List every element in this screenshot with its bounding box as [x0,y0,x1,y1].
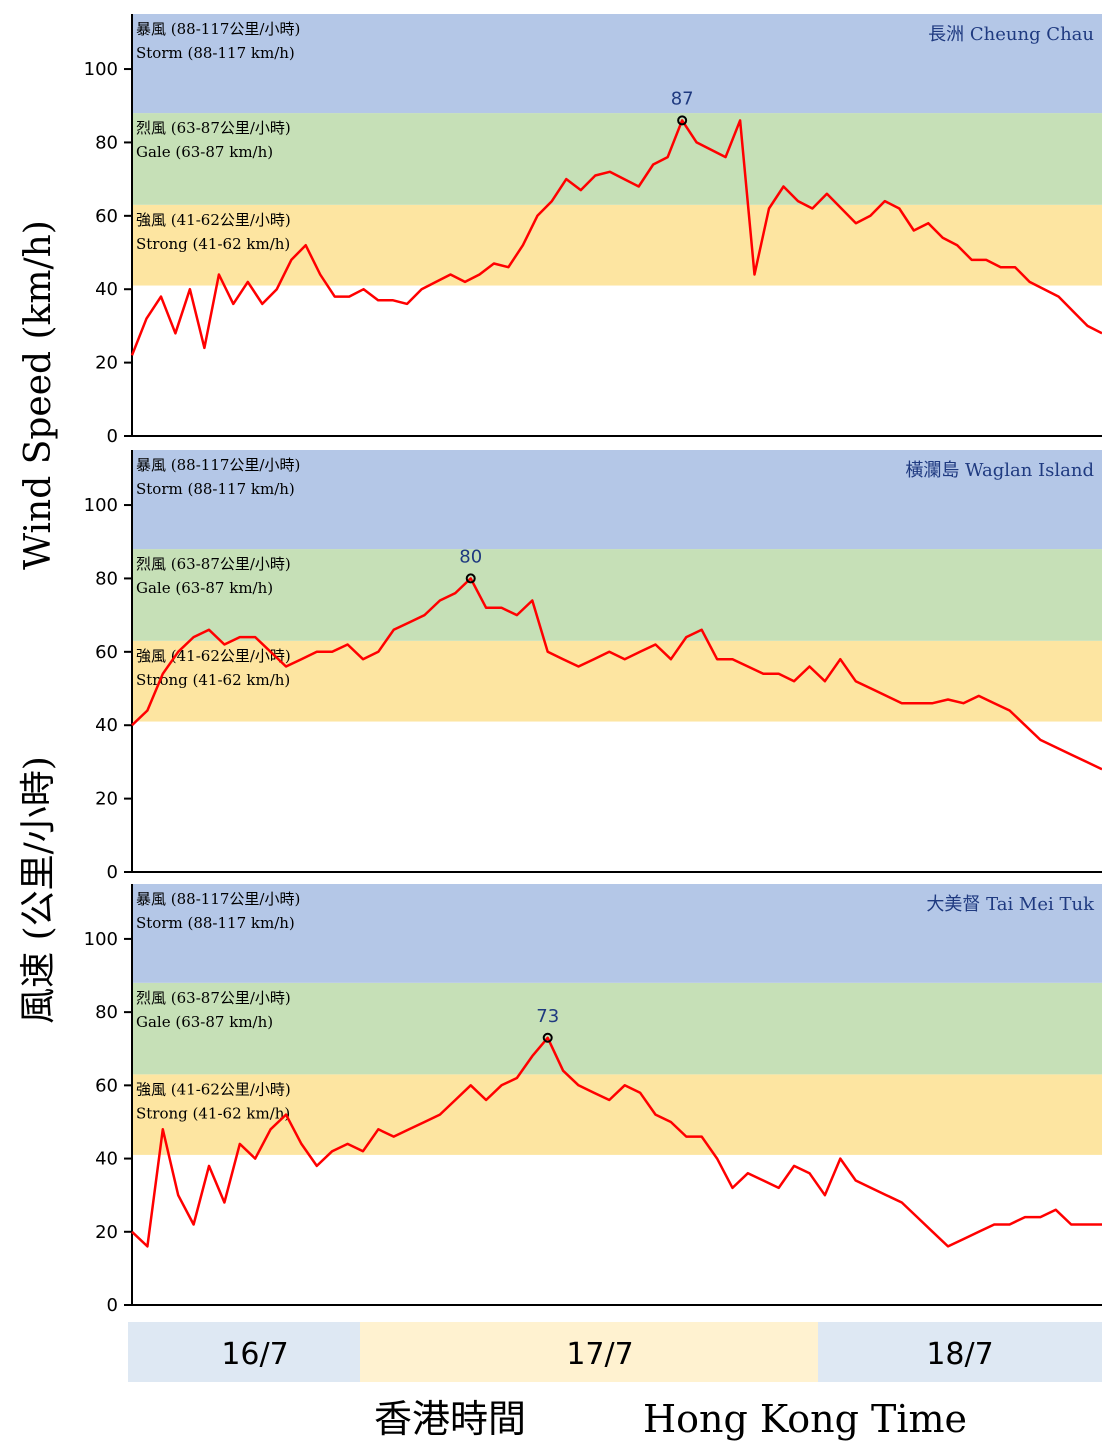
y-tick-label: 20 [95,789,118,810]
peak-marker-tai-mei-tuk [542,1032,553,1043]
band-storm [132,450,1102,550]
y-tick-label: 20 [95,1222,118,1243]
y-tick-label: 0 [107,862,118,883]
band-label-zh-strong: 強風 (41-62公里/小時) [136,647,291,665]
y-tick-label: 0 [107,1295,118,1316]
band-label-zh-gale: 烈風 (63-87公里/小時) [136,555,291,573]
y-tick-label: 80 [95,568,118,589]
station-title-cheung-chau: 長洲 Cheung Chau [928,24,1094,45]
date-bar: 16/7 17/7 18/7 [128,1322,1102,1382]
band-label-zh-strong: 強風 (41-62公里/小時) [136,211,291,229]
peak-marker-waglan-island [465,573,476,584]
band-label-zh-gale: 烈風 (63-87公里/小時) [136,119,291,137]
band-label-en-strong: Strong (41-62 km/h) [136,671,290,689]
band-gale [132,113,1102,205]
wind-line-waglan-island [131,577,1102,771]
y-tick-label: 100 [84,59,118,80]
station-title-waglan-island: 橫瀾島 Waglan Island [905,460,1094,481]
band-gale [132,549,1102,641]
panel-waglan-island: 強風 (41-62公里/小時) Strong (41-62 km/h) 烈風 (63… [84,450,1102,883]
peak-label-tai-mei-tuk: 73 [536,1006,559,1027]
y-tick-label: 60 [95,642,118,663]
band-label-en-gale: Gale (63-87 km/h) [136,1013,273,1031]
panel-tai-mei-tuk: 強風 (41-62公里/小時) Strong (41-62 km/h) 烈風 (63… [84,884,1102,1316]
y-tick-label: 80 [95,1002,118,1023]
wind-line-tai-mei-tuk [131,1036,1102,1248]
band-storm [132,884,1102,983]
y-tick-label: 40 [95,1149,118,1170]
peak-label-waglan-island: 80 [459,546,482,567]
y-tick-label: 100 [84,929,118,950]
band-label-en-gale: Gale (63-87 km/h) [136,579,273,597]
band-label-zh-storm: 暴風 (88-117公里/小時) [136,890,300,908]
date-label-17-7: 17/7 [566,1337,633,1372]
band-label-zh-storm: 暴風 (88-117公里/小時) [136,456,300,474]
y-tick-label: 20 [95,353,118,374]
y-axis-title-english: Wind Speed (km/h) [18,220,59,570]
band-label-en-gale: Gale (63-87 km/h) [136,143,273,161]
peak-label-cheung-chau: 87 [671,88,694,109]
y-tick-label: 60 [95,206,118,227]
band-label-zh-strong: 強風 (41-62公里/小時) [136,1080,291,1098]
band-label-en-storm: Storm (88-117 km/h) [136,480,295,498]
date-cell-17-7 [360,1322,818,1382]
band-storm [132,14,1102,114]
y-tick-label: 0 [107,426,118,447]
y-tick-label: 40 [95,715,118,736]
x-axis-title-english: Hong Kong Time [643,1397,967,1441]
band-label-zh-gale: 烈風 (63-87公里/小時) [136,989,291,1007]
x-axis-title-chinese: 香港時間 [374,1397,526,1441]
band-strong [132,204,1102,286]
date-label-18-7: 18/7 [926,1337,993,1372]
date-cell-18-7 [818,1322,1102,1382]
station-title-tai-mei-tuk: 大美督 Tai Mei Tuk [926,894,1095,915]
band-label-en-storm: Storm (88-117 km/h) [136,914,295,932]
band-label-en-storm: Storm (88-117 km/h) [136,44,295,62]
y-tick-label: 40 [95,279,118,300]
band-gale [132,982,1102,1075]
y-tick-label: 80 [95,132,118,153]
date-cell-16-7 [128,1322,360,1382]
band-label-en-strong: Strong (41-62 km/h) [136,235,290,253]
peak-marker-cheung-chau [677,115,688,126]
band-strong [132,1074,1102,1155]
date-label-16-7: 16/7 [221,1337,288,1372]
band-label-en-strong: Strong (41-62 km/h) [136,1104,290,1122]
band-label-zh-storm: 暴風 (88-117公里/小時) [136,20,300,38]
wind-line-cheung-chau [130,119,1102,356]
y-tick-label: 100 [84,495,118,516]
panel-cheung-chau: 強風 (41-62公里/小時) Strong (41-62 km/h) 烈風 (63… [84,14,1102,447]
y-axis-title-chinese: 風速 (公里/小時) [18,756,59,1024]
y-tick-label: 60 [95,1075,118,1096]
